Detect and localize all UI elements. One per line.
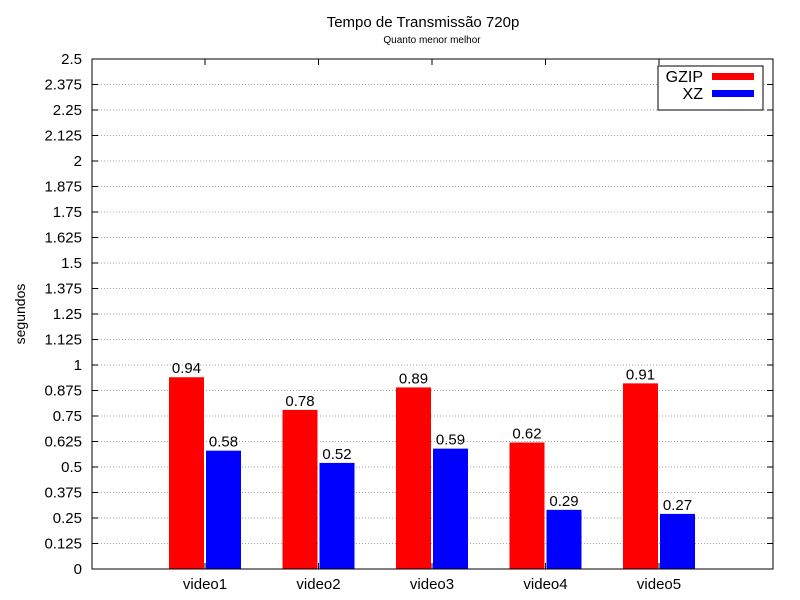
y-tick-label: 1.875: [44, 179, 82, 196]
bar-gzip-video1: [169, 377, 204, 569]
y-tick-label: 0.5: [61, 459, 82, 476]
data-label: 0.27: [663, 497, 692, 514]
y-tick-label: 1.625: [44, 230, 82, 247]
y-tick-label: 1: [74, 357, 82, 374]
bar-gzip-video4: [509, 442, 545, 569]
chart-title: Tempo de Transmissão 720p: [327, 14, 520, 31]
data-label: 0.59: [436, 432, 465, 449]
y-tick-label: 2.375: [44, 77, 82, 94]
data-label: 0.58: [209, 434, 238, 451]
x-tick-label: video3: [410, 576, 454, 593]
data-label: 0.89: [399, 370, 428, 387]
legend-swatch-xz: [712, 90, 754, 97]
x-tick-label: video5: [637, 576, 681, 593]
y-axis-label: segundos: [12, 284, 28, 345]
legend-swatch-gzip: [712, 73, 754, 80]
bar-xz-video2: [319, 462, 355, 569]
y-tick-label: 0.625: [44, 434, 82, 451]
x-tick-label: video2: [296, 576, 340, 593]
bar-xz-video3: [433, 448, 468, 569]
y-tick-label: 1.125: [44, 332, 82, 349]
y-tick-label: 0.375: [44, 485, 82, 502]
legend-label-gzip: GZIP: [666, 69, 703, 86]
y-tick-label: 0.125: [44, 536, 82, 553]
bar-gzip-video5: [623, 383, 658, 569]
y-tick-label: 0: [74, 561, 82, 578]
x-tick-label: video1: [183, 576, 227, 593]
plot-frame: [91, 58, 774, 570]
y-tick-label: 1.25: [53, 306, 82, 323]
y-tick-label: 0.25: [53, 510, 82, 527]
y-tick-label: 1.375: [44, 281, 82, 298]
y-tick-label: 1.5: [61, 255, 82, 272]
y-tick-label: 2: [74, 153, 82, 170]
legend-label-xz: XZ: [683, 86, 704, 103]
bar-xz-video4: [546, 509, 582, 569]
data-label: 0.78: [285, 393, 314, 410]
y-tick-label: 0.875: [44, 383, 82, 400]
y-tick-label: 2.5: [61, 51, 82, 68]
data-label: 0.29: [549, 493, 578, 510]
data-label: 0.91: [626, 366, 655, 383]
bar-gzip-video3: [396, 387, 431, 569]
bars: 0.94 0.58 0.78 0.52 0.89 0.59 0.62 0.29 0.91 0.27: [169, 360, 695, 569]
y-tick-label: 1.75: [53, 204, 82, 221]
data-label: 0.52: [322, 446, 351, 463]
y-tick-label: 0.75: [53, 408, 82, 425]
bar-gzip-video2: [282, 409, 318, 569]
y-axis-ticks: 0 0.125 0.25 0.375 0.5 0.625 0.75 0.875 1 1.125 1.…: [44, 51, 773, 578]
x-tick-label: video4: [523, 576, 567, 593]
y-tick-label: 2.25: [53, 102, 82, 119]
chart-subtitle: Quanto menor melhor: [383, 35, 481, 46]
bar-xz-video1: [206, 450, 241, 569]
y-tick-label: 2.125: [44, 128, 82, 145]
data-label: 0.94: [172, 360, 201, 377]
bar-xz-video5: [660, 513, 695, 569]
x-axis-ticks: video1 video2 video3 video4 video5: [183, 59, 681, 593]
data-label: 0.62: [512, 426, 541, 443]
